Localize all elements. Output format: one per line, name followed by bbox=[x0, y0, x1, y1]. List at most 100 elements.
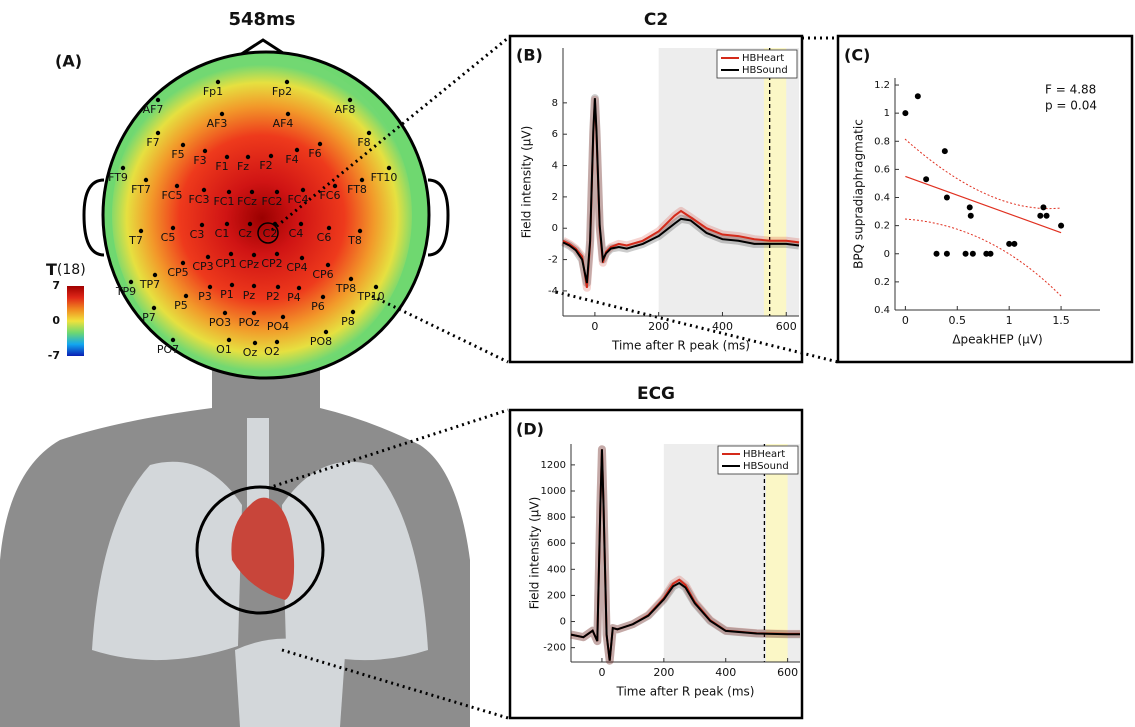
electrode-label: P4 bbox=[287, 291, 301, 304]
x-tick-label: 1 bbox=[1006, 314, 1013, 327]
electrode bbox=[274, 339, 280, 345]
zoom-lines bbox=[267, 36, 839, 720]
colorbar-tick-label: -7 bbox=[48, 349, 60, 362]
x-tick-label: 0 bbox=[598, 666, 605, 679]
y-tick-label: 0 bbox=[884, 249, 890, 260]
y-tick-label: 0 bbox=[560, 617, 566, 628]
electrode-label: C6 bbox=[317, 231, 332, 244]
point bbox=[933, 250, 940, 257]
electrode bbox=[326, 225, 332, 231]
electrode bbox=[274, 189, 280, 195]
electrode-label: F4 bbox=[285, 153, 298, 166]
legend-label: HBSound bbox=[743, 461, 789, 472]
electrode bbox=[325, 262, 331, 268]
panel-title: ECG bbox=[637, 384, 675, 404]
electrode-label: C5 bbox=[161, 231, 176, 244]
colorbar-title-sub: (18) bbox=[57, 262, 86, 278]
y-tick-label: 0.4 bbox=[874, 305, 890, 316]
electrode-label: FC2 bbox=[261, 195, 282, 208]
electrode bbox=[228, 251, 234, 257]
electrode-label: F5 bbox=[171, 148, 184, 161]
y-tick-label: 800 bbox=[547, 512, 566, 523]
electrode bbox=[224, 154, 230, 160]
y-tick-label: 0.2 bbox=[874, 221, 890, 232]
electrode bbox=[323, 329, 329, 335]
x-tick-label: 0 bbox=[591, 320, 598, 333]
point bbox=[966, 204, 973, 211]
electrode bbox=[152, 272, 158, 278]
legend-label: HBSound bbox=[742, 65, 788, 76]
electrode-label: POz bbox=[238, 316, 259, 329]
y-tick-label: 0.8 bbox=[874, 136, 890, 147]
panel-title: C2 bbox=[644, 10, 668, 30]
x-tick-label: 400 bbox=[715, 666, 736, 679]
electrode-label: Pz bbox=[243, 289, 256, 302]
colorbar-tick-label: 0 bbox=[52, 314, 60, 327]
electrode-label: F1 bbox=[215, 160, 228, 173]
point bbox=[943, 194, 950, 201]
electrode-label: O2 bbox=[264, 345, 280, 358]
electrode bbox=[247, 221, 253, 227]
electrode bbox=[174, 183, 180, 189]
electrode bbox=[373, 284, 379, 290]
electrode bbox=[386, 165, 392, 171]
x-tick-label: 600 bbox=[777, 666, 798, 679]
legend-label: HBHeart bbox=[743, 449, 785, 460]
electrode-label: C3 bbox=[190, 228, 205, 241]
electrode bbox=[205, 254, 211, 260]
point bbox=[1040, 204, 1047, 211]
electrode-label: CP2 bbox=[261, 257, 282, 270]
electrode-label: Fp1 bbox=[203, 85, 223, 98]
electrode bbox=[317, 141, 323, 147]
panel-frame bbox=[508, 34, 804, 364]
electrode-label: P1 bbox=[220, 288, 234, 301]
highlight-window bbox=[763, 48, 787, 316]
y-tick-label: 0.2 bbox=[874, 277, 890, 288]
y-tick-label: -4 bbox=[548, 286, 558, 297]
colorbar bbox=[67, 286, 84, 356]
electrode bbox=[299, 255, 305, 261]
panel-title: 548ms bbox=[228, 9, 295, 30]
electrode-label: TP10 bbox=[356, 290, 384, 303]
electrode-label: CP5 bbox=[167, 266, 188, 279]
ci-lower bbox=[904, 218, 1062, 297]
electrode-label: T8 bbox=[347, 234, 362, 247]
electrode bbox=[357, 228, 363, 234]
legend-box bbox=[717, 445, 799, 475]
electrode bbox=[332, 183, 338, 189]
electrode-label: F3 bbox=[193, 154, 206, 167]
electrode bbox=[170, 225, 176, 231]
point bbox=[967, 212, 974, 219]
point bbox=[1037, 212, 1044, 219]
legend-label: HBHeart bbox=[742, 53, 784, 64]
electrode bbox=[296, 285, 302, 291]
electrode bbox=[226, 337, 232, 343]
electrode-label: P5 bbox=[174, 299, 188, 312]
electrode bbox=[155, 130, 161, 136]
electrode bbox=[155, 97, 161, 103]
electrode bbox=[268, 153, 274, 159]
point bbox=[914, 93, 921, 100]
electrode bbox=[275, 284, 281, 290]
electrode-label: F7 bbox=[146, 136, 159, 149]
electrode-label: AF4 bbox=[273, 117, 294, 130]
panel-label: (A) bbox=[55, 52, 82, 71]
x-tick-label: 200 bbox=[653, 666, 674, 679]
fit-line bbox=[905, 175, 1062, 234]
point bbox=[969, 250, 976, 257]
highlight-window bbox=[765, 444, 788, 662]
y-tick-label: 2 bbox=[552, 192, 558, 203]
electrode bbox=[251, 310, 257, 316]
electrode-label: TP7 bbox=[139, 278, 160, 291]
electrode-label: FT10 bbox=[371, 171, 398, 184]
electrode-label: C4 bbox=[289, 227, 304, 240]
electrode-label: Fz bbox=[237, 160, 249, 173]
y-tick-label: 1.2 bbox=[874, 80, 890, 91]
point bbox=[983, 250, 990, 257]
electrode-label: Fp2 bbox=[272, 85, 292, 98]
electrode-label: F2 bbox=[259, 159, 272, 172]
electrode-label: FC6 bbox=[319, 189, 340, 202]
colorbar-tick-label: 7 bbox=[52, 279, 60, 292]
electrode bbox=[207, 284, 213, 290]
